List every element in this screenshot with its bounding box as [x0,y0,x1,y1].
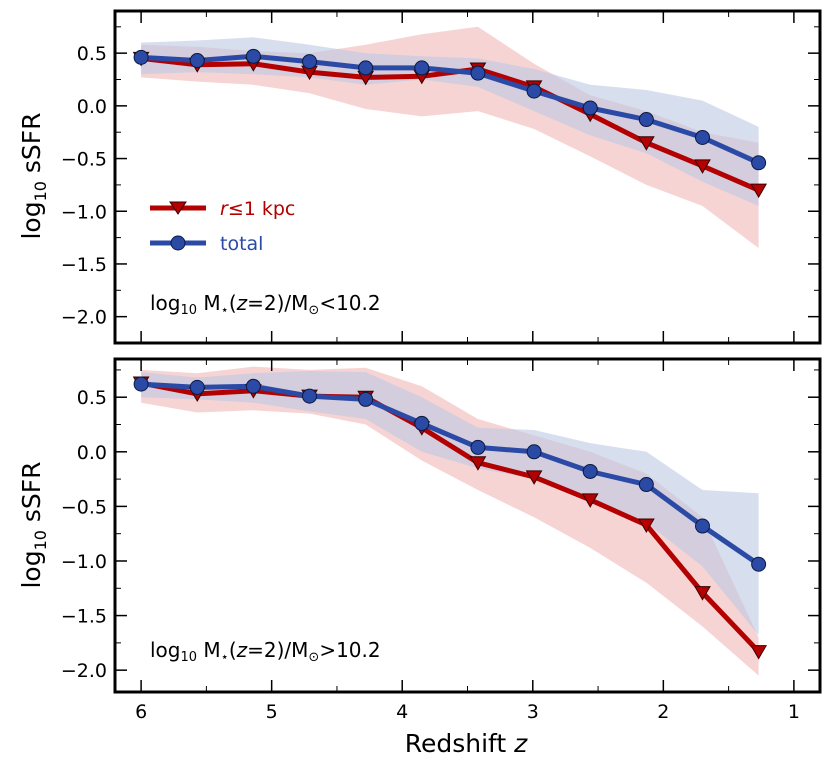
band-core [141,26,759,249]
y-tick-label: 0.0 [77,442,107,464]
point-total [189,379,205,395]
legend-total-label: total [220,233,263,255]
legend-core-label: r≤1 kpc [220,198,295,220]
y-tick-label: −1.5 [61,606,107,628]
point-total [751,556,767,572]
ylabel-tail: sSFR [17,112,46,181]
ylabel-log: log [17,550,46,588]
x-tick-label: 2 [657,701,669,723]
annot-zpre: ( [229,638,237,662]
point-total [470,439,486,455]
annot-zpost: =2)/M [247,638,308,662]
point-total [358,60,374,76]
xlabel-var: z [513,729,528,758]
point-core [750,645,768,660]
point-total [245,48,261,64]
y-tick-label: −1.0 [61,551,107,573]
legend-core-marker [169,201,187,215]
point-total [302,54,318,70]
point-total [638,477,654,493]
annot-zvar: z [236,638,248,662]
point-total [358,391,374,407]
point-total [133,49,149,65]
point-core [581,493,599,508]
point-core [694,159,711,174]
x-tick-label: 6 [135,701,147,723]
ylabel-log: log [17,201,46,239]
point-total [526,444,542,460]
point-core [469,456,487,471]
panel-low-mass: 0.5 0.0 −0.5 −1.0 −1.5 −2.0 r≤1 kpc total log… [17,9,822,345]
annot-tail: <10.2 [319,291,380,315]
annot-star: ⋆ [221,303,229,318]
annot-tail: >10.2 [319,638,380,662]
y-tick-label: −2.0 [61,307,107,329]
point-total [526,83,542,99]
point-total [245,378,261,394]
point-core [637,136,655,151]
panel-frame [113,9,822,345]
x-tick-label: 5 [266,701,278,723]
point-total [695,518,710,534]
point-core [525,470,543,485]
y-axis-label-bottom: log10 sSFR [17,461,50,588]
x-tick-label: 3 [527,701,539,723]
annot-sun: ⊙ [308,650,319,665]
ylabel-sub: 10 [31,530,50,550]
point-total [582,100,598,116]
point-core [694,586,711,601]
y-tick-label: −1.5 [61,254,107,276]
point-core [637,518,655,533]
x-tick-label: 1 [788,701,800,723]
y-tick-label: −0.5 [61,496,107,518]
annot-log: log [150,291,181,315]
annot-zvar: z [236,291,248,315]
annot-sub: 10 [181,650,198,665]
legend-core-var: r [220,198,229,220]
mass-annotation-high: log10 M⋆(z=2)/M⊙>10.2 [150,638,381,665]
legend-core-rel: ≤1 kpc [228,198,296,220]
annot-star: ⋆ [221,650,229,665]
point-total [414,60,430,76]
legend-total-marker [170,235,186,251]
x-axis-label: Redshift z [405,729,528,758]
ylabel-tail: sSFR [17,461,46,530]
panel-frame [113,357,822,694]
mass-annotation-low: log10 M⋆(z=2)/M⊙<10.2 [150,291,381,318]
annot-sub: 10 [181,303,198,318]
y-axis-label-top: log10 sSFR [17,112,50,239]
point-total [189,53,205,69]
annot-zpre: ( [229,291,237,315]
series-line-total [140,53,760,166]
point-total [302,388,318,404]
point-total [638,112,654,128]
y-tick-label: −1.0 [61,201,107,223]
annot-log: log [150,638,181,662]
point-total [695,129,710,145]
series-line-core [140,380,761,654]
legend: r≤1 kpc total [150,198,295,255]
annot-sun: ⊙ [308,303,319,318]
point-core [750,183,768,199]
y-tick-label: −0.5 [61,149,107,171]
series-line-total [140,381,761,567]
point-total [133,376,149,392]
ylabel-sub: 10 [31,181,50,201]
band-total [141,371,759,636]
xlabel-text: Redshift [405,729,507,758]
y-tick-label: 0.0 [77,96,107,118]
point-total [751,155,767,171]
annot-m: M [197,291,221,315]
point-total [414,415,430,431]
y-tick-label: 0.5 [77,43,107,65]
x-tick-label: 4 [396,701,408,723]
y-tick-label: 0.5 [77,387,107,409]
annot-m: M [197,638,221,662]
annot-zpost: =2)/M [247,291,308,315]
y-tick-label: −2.0 [61,660,107,682]
point-total [470,65,486,81]
point-total [582,463,598,479]
